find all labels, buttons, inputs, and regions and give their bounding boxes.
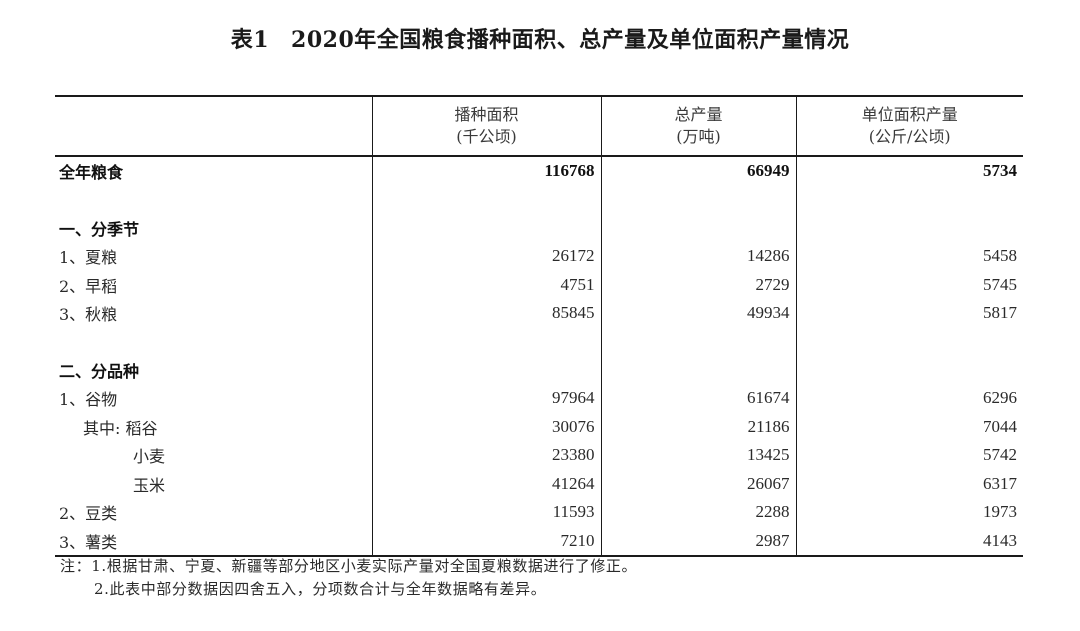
cell-area: 97964 — [371, 384, 601, 413]
header-unit: (公斤/公顷) — [868, 127, 951, 146]
section-row-season: 一、分季节 — [55, 213, 1023, 242]
empty-cell — [795, 355, 1023, 384]
table-row: 3、秋粮 85845 49934 5817 — [55, 299, 1023, 328]
cell-area: 11593 — [371, 498, 601, 527]
row-label: 小麦 — [133, 447, 166, 467]
cell-output: 14286 — [600, 242, 796, 271]
row-label: 1、夏粮 — [59, 248, 118, 268]
header-unit: (千公顷) — [456, 127, 517, 146]
spacer-cell — [55, 186, 372, 214]
cell-output: 2987 — [600, 526, 796, 557]
cell-output: 26067 — [600, 469, 796, 498]
header-blank — [55, 95, 372, 157]
spacer-cell — [795, 327, 1023, 356]
cell-area: 26172 — [371, 242, 601, 271]
grain-statistics-table: 播种面积 (千公顷) 总产量 (万吨) 单位面积产量 (公斤/公顷) 全年粮食 … — [55, 95, 1023, 557]
header-yield: 单位面积产量 (公斤/公顷) — [795, 95, 1023, 157]
cell-yield: 6296 — [795, 384, 1023, 413]
cell-area: 41264 — [371, 469, 601, 498]
cell-output: 21186 — [600, 412, 796, 441]
cell-output: 2288 — [600, 498, 796, 527]
row-label: 3、薯类 — [55, 526, 372, 557]
table-row: 小麦 23380 13425 5742 — [55, 441, 1023, 470]
cell-area: 4751 — [371, 270, 601, 299]
spacer-cell — [371, 327, 601, 356]
row-label: 1、谷物 — [59, 390, 118, 410]
table-row: 2、豆类 11593 2288 1973 — [55, 498, 1023, 527]
table-notes: 注：1.根据甘肃、宁夏、新疆等部分地区小麦实际产量对全国夏粮数据进行了修正。 2… — [60, 555, 637, 601]
table-number: 表1 — [230, 27, 270, 53]
row-label: 2、早稻 — [59, 276, 118, 296]
spacer-row — [55, 185, 1023, 214]
cell-yield: 5817 — [795, 299, 1023, 328]
cell-area: 85845 — [371, 299, 601, 328]
spacer-cell — [600, 327, 796, 356]
empty-cell — [371, 213, 601, 242]
row-label: 玉米 — [133, 475, 166, 495]
table-row: 3、薯类 7210 2987 4143 — [55, 526, 1023, 557]
header-total-output: 总产量 (万吨) — [600, 95, 796, 157]
table-title: 表1 2020年全国粮食播种面积、总产量及单位面积产量情况 — [0, 22, 1080, 54]
empty-cell — [600, 213, 796, 242]
empty-cell — [600, 355, 796, 384]
row-label: 2、豆类 — [59, 504, 118, 524]
header-unit: (万吨) — [676, 127, 721, 146]
spacer-row — [55, 327, 1023, 356]
spacer-cell — [55, 328, 372, 356]
empty-cell — [371, 355, 601, 384]
table-row: 1、谷物 97964 61674 6296 — [55, 384, 1023, 413]
cell-yield: 7044 — [795, 412, 1023, 441]
cell-area: 7210 — [371, 526, 601, 557]
header-name: 单位面积产量 — [861, 105, 958, 124]
spacer-cell — [795, 185, 1023, 214]
row-label: 3、秋粮 — [59, 305, 118, 325]
header-sown-area: 播种面积 (千公顷) — [371, 95, 601, 157]
note-text: 1.根据甘肃、宁夏、新疆等部分地区小麦实际产量对全国夏粮数据进行了修正。 — [91, 557, 638, 575]
cell-output: 66949 — [600, 156, 796, 186]
cell-output: 49934 — [600, 299, 796, 328]
section-label: 二、分品种 — [59, 361, 140, 381]
cell-yield: 1973 — [795, 498, 1023, 527]
cell-yield: 4143 — [795, 526, 1023, 557]
cell-output: 61674 — [600, 384, 796, 413]
row-label: 全年粮食 — [59, 163, 124, 183]
table-row: 玉米 41264 26067 6317 — [55, 469, 1023, 498]
table-row: 其中: 稻谷 30076 21186 7044 — [55, 412, 1023, 441]
table-header-row: 播种面积 (千公顷) 总产量 (万吨) 单位面积产量 (公斤/公顷) — [55, 95, 1023, 157]
section-label: 一、分季节 — [59, 219, 140, 239]
cell-yield: 5734 — [795, 156, 1023, 186]
header-name: 总产量 — [674, 105, 723, 124]
table-row-total: 全年粮食 116768 66949 5734 — [55, 156, 1023, 186]
row-label: 其中: 稻谷 — [83, 418, 158, 438]
header-name: 播种面积 — [454, 105, 519, 124]
cell-yield: 5458 — [795, 242, 1023, 271]
cell-output: 2729 — [600, 270, 796, 299]
cell-yield: 6317 — [795, 469, 1023, 498]
cell-yield: 5745 — [795, 270, 1023, 299]
table-row: 1、夏粮 26172 14286 5458 — [55, 242, 1023, 271]
cell-area: 116768 — [371, 156, 601, 186]
table-title-text: 2020年全国粮食播种面积、总产量及单位面积产量情况 — [291, 27, 850, 53]
cell-area: 23380 — [371, 441, 601, 470]
note-line-2: 2.此表中部分数据因四舍五入，分项数合计与全年数据略有差异。 — [94, 580, 547, 598]
note-prefix: 注： — [60, 557, 92, 575]
note-line-1: 注：1.根据甘肃、宁夏、新疆等部分地区小麦实际产量对全国夏粮数据进行了修正。 — [60, 555, 637, 578]
section-row-variety: 二、分品种 — [55, 355, 1023, 384]
empty-cell — [795, 213, 1023, 242]
cell-output: 13425 — [600, 441, 796, 470]
table-row: 2、早稻 4751 2729 5745 — [55, 270, 1023, 299]
spacer-cell — [600, 185, 796, 214]
cell-area: 30076 — [371, 412, 601, 441]
spacer-cell — [371, 185, 601, 214]
cell-yield: 5742 — [795, 441, 1023, 470]
